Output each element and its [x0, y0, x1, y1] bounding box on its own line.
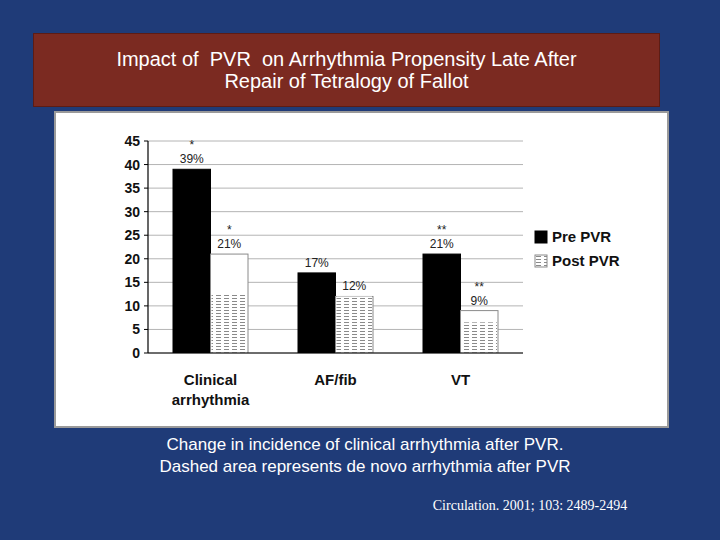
- de-novo-area: [462, 322, 498, 352]
- source: Circulation. 2001; 103: 2489-2494: [380, 498, 680, 514]
- caption-line: Change in incidence of clinical arrhythm…: [40, 434, 690, 456]
- x-axis: [148, 352, 523, 353]
- tick-label: 35: [124, 180, 140, 196]
- significance-mark: *: [227, 223, 232, 237]
- bar: [461, 311, 499, 353]
- de-novo-area: [212, 294, 248, 352]
- data-label: 12%: [342, 279, 366, 293]
- tick-label: 15: [124, 274, 140, 290]
- bar: [173, 169, 211, 353]
- tick-label: 30: [124, 204, 140, 220]
- data-label: 21%: [430, 237, 454, 251]
- category-line: Clinical: [184, 371, 237, 388]
- tick-label: 25: [124, 227, 140, 243]
- legend-label: Pre PVR: [552, 228, 611, 245]
- tick-label: 20: [124, 251, 140, 267]
- legend-swatch: [535, 231, 547, 243]
- tick-label: 45: [124, 133, 140, 149]
- bar: [298, 273, 336, 353]
- grid-line: [148, 164, 523, 165]
- grid-line: [148, 141, 523, 142]
- de-novo-area: [337, 296, 373, 352]
- significance-mark: **: [437, 223, 447, 237]
- category-label: Clinical arrhythmia: [172, 371, 250, 408]
- legend-label: Post PVR: [552, 252, 620, 269]
- grid-line: [148, 353, 523, 354]
- bar: [423, 254, 461, 353]
- data-label: 9%: [471, 294, 489, 308]
- y-axis: [147, 141, 148, 353]
- bar: [211, 254, 249, 353]
- title: Impact of PVR on Arrhythmia Propensity L…: [33, 33, 660, 107]
- chart-box: [55, 112, 668, 427]
- caption-line: Dashed area represents de novo arrhythmi…: [40, 456, 690, 478]
- significance-mark: *: [189, 138, 194, 152]
- data-label: 21%: [217, 237, 241, 251]
- significance-mark: **: [475, 280, 485, 294]
- category-label: VT: [451, 371, 470, 388]
- bars: [173, 169, 498, 353]
- category-label: AF/fib: [314, 371, 357, 388]
- bar: [336, 296, 374, 353]
- tick-label: 10: [124, 298, 140, 314]
- tick-label: 0: [132, 345, 140, 361]
- tick-label: 40: [124, 157, 140, 173]
- category-line: arrhythmia: [172, 391, 250, 408]
- legend-swatch: [535, 255, 547, 267]
- slide: {"chart_data": {"type": "bar", "title": …: [0, 0, 720, 540]
- data-label: 39%: [180, 152, 204, 166]
- caption: Change in incidence of clinical arrhythm…: [40, 434, 690, 478]
- tick-label: 5: [132, 321, 140, 337]
- data-label: 17%: [305, 256, 329, 270]
- data-labels: 39%*17%21%**21%*12%9%**: [180, 138, 489, 307]
